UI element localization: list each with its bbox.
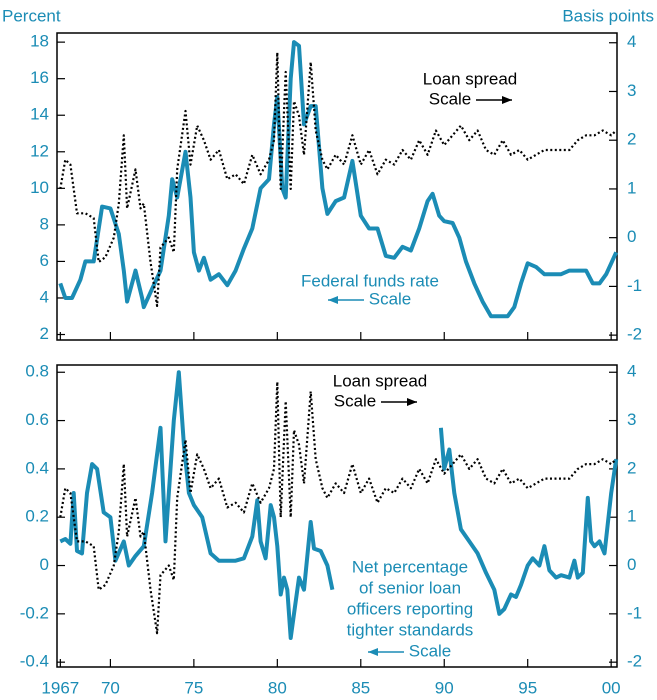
y-tick-label: 18 (30, 32, 49, 51)
series-line (438, 427, 619, 616)
y-tick-label: 0 (40, 555, 49, 574)
series-annotation: of senior loan (359, 578, 461, 597)
arrow-head (328, 296, 338, 304)
x-tick-label: 75 (184, 678, 203, 697)
series-annotation: Scale (334, 391, 377, 410)
y-tick-label: 16 (30, 68, 49, 87)
y-axis-title: Percent (2, 6, 61, 25)
x-tick-label: 1967 (41, 678, 79, 697)
y2-tick-label: 2 (627, 130, 636, 149)
series-annotation: Net percentage (352, 557, 468, 576)
y-tick-label: 0.6 (25, 410, 49, 429)
x-tick-label: 00 (602, 678, 621, 697)
series-annotation: Scale (429, 89, 472, 108)
series-line (59, 370, 335, 640)
y-tick-label: 2 (40, 324, 49, 343)
y2-tick-label: 0 (627, 555, 636, 574)
y2-axis-title: Basis points (562, 6, 654, 25)
series-line (59, 51, 617, 307)
y2-tick-label: 4 (627, 32, 636, 51)
plot-frame (56, 32, 618, 341)
x-tick-label: 90 (435, 678, 454, 697)
y2-tick-label: 0 (627, 227, 636, 246)
x-tick-label: 70 (101, 678, 120, 697)
series-annotation: Loan spread (423, 69, 518, 88)
y-tick-label: 8 (40, 214, 49, 233)
y-tick-label: 14 (30, 105, 49, 124)
series-annotation: Scale (409, 641, 452, 660)
y-tick-label: 0.8 (25, 362, 49, 381)
y-tick-label: -0.4 (20, 652, 49, 671)
arrow-head (407, 398, 417, 406)
arrow-head (368, 648, 378, 656)
x-tick-label: 80 (268, 678, 287, 697)
series-annotation: Scale (369, 289, 412, 308)
y2-tick-label: 3 (627, 410, 636, 429)
y2-tick-label: 4 (627, 362, 636, 381)
x-tick-label: 85 (351, 678, 370, 697)
y2-tick-label: 1 (627, 507, 636, 526)
series-annotation: Federal funds rate (301, 271, 439, 290)
y-tick-label: 0.2 (25, 507, 49, 526)
y2-tick-label: 1 (627, 178, 636, 197)
y2-tick-label: 2 (627, 458, 636, 477)
x-tick-label: 95 (518, 678, 537, 697)
y-tick-label: 0.4 (25, 458, 49, 477)
y-tick-label: 6 (40, 251, 49, 270)
y2-tick-label: -1 (627, 603, 642, 622)
arrow-head (502, 96, 512, 104)
y2-tick-label: -2 (627, 652, 642, 671)
series-annotation: Loan spread (333, 371, 428, 390)
plot-frame (56, 364, 618, 668)
y-tick-label: 12 (30, 141, 49, 160)
y2-tick-label: -2 (627, 325, 642, 344)
y2-tick-label: -1 (627, 276, 642, 295)
series-annotation: officers reporting (347, 599, 473, 618)
y-tick-label: 10 (30, 178, 49, 197)
y-tick-label: 4 (40, 287, 49, 306)
series-line (59, 380, 617, 635)
y-tick-label: -0.2 (20, 603, 49, 622)
y2-tick-label: 3 (627, 81, 636, 100)
series-annotation: tighter standards (347, 620, 474, 639)
